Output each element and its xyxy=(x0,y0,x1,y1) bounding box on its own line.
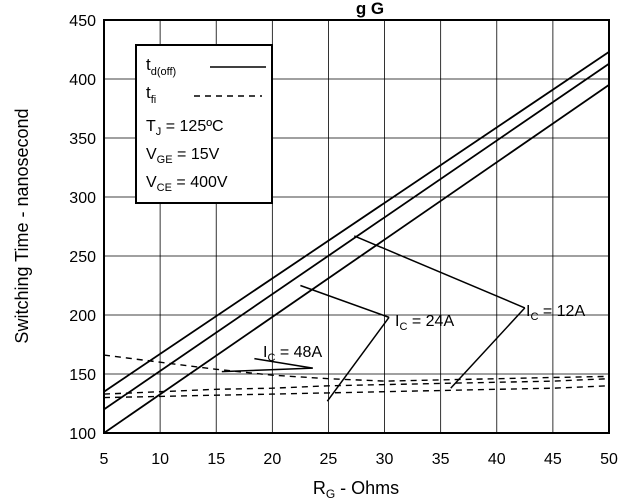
series-line-td-off-12a xyxy=(103,51,610,393)
annotation-ic-24a: IC = 24A xyxy=(395,313,454,333)
y-tick-label: 350 xyxy=(69,131,96,148)
series-line-td-off-48a xyxy=(103,84,610,434)
x-axis-label-sub: G xyxy=(326,487,335,500)
leader-48a-td xyxy=(254,357,313,369)
leader-24a-tf xyxy=(326,316,390,402)
leader-24a-td xyxy=(300,284,390,319)
legend-condition-tj: TJ = 125ºC xyxy=(146,118,224,138)
x-tick-label: 45 xyxy=(544,451,562,468)
y-tick-label: 150 xyxy=(69,367,96,384)
series-layer xyxy=(103,51,610,434)
y-tick-label: 450 xyxy=(69,13,96,30)
x-tick-label: 5 xyxy=(100,451,109,468)
leader-12a-td xyxy=(353,235,526,309)
y-tick-label: 200 xyxy=(69,308,96,325)
legend-td-label: td(off) xyxy=(146,55,176,78)
legend-box xyxy=(135,44,273,204)
x-axis-label-main: R xyxy=(313,478,326,498)
y-tick-label: 300 xyxy=(69,190,96,207)
legend-condition-vce: VCE = 400V xyxy=(146,174,228,194)
legend-condition-vge: VGE = 15V xyxy=(146,146,220,166)
leader-lines xyxy=(221,235,526,402)
x-tick-label: 20 xyxy=(263,451,281,468)
y-tick-label: 100 xyxy=(69,426,96,443)
y-tick-label: 400 xyxy=(69,72,96,89)
legend: td(off) tfi TJ = 125ºC VGE = 15V VCE = 4… xyxy=(135,44,273,204)
series-line-tfi-24a xyxy=(103,385,610,399)
y-tick-label: 250 xyxy=(69,249,96,266)
x-tick-label: 15 xyxy=(207,451,225,468)
legend-tf-label: tfi xyxy=(146,83,156,106)
x-tick-label: 10 xyxy=(151,451,169,468)
x-tick-label: 35 xyxy=(432,451,450,468)
x-tick-label: 40 xyxy=(488,451,506,468)
annotation-ic-12a: IC = 12A xyxy=(526,303,585,323)
x-axis-label: RG - Ohms xyxy=(313,478,399,500)
x-tick-label: 30 xyxy=(376,451,394,468)
x-tick-label: 50 xyxy=(600,451,618,468)
series-line-tfi-12a xyxy=(103,378,610,395)
chart-title-fragment: g G xyxy=(356,0,384,18)
annotation-ic-48a: IC = 48A xyxy=(263,344,322,364)
leader-48a-tf xyxy=(221,367,313,373)
series-line-tfi-48a xyxy=(103,354,610,382)
plot-frame xyxy=(103,19,610,434)
y-tick-labels: 100 150 200 250 300 350 400 450 xyxy=(69,13,96,443)
x-axis-label-suffix: - Ohms xyxy=(335,478,399,498)
leader-12a-tf xyxy=(450,307,526,389)
x-tick-label: 25 xyxy=(320,451,338,468)
x-tick-labels: 5 10 15 20 25 30 35 40 45 50 xyxy=(100,451,618,468)
y-axis-label: Switching Time - nanosecond xyxy=(12,108,32,343)
